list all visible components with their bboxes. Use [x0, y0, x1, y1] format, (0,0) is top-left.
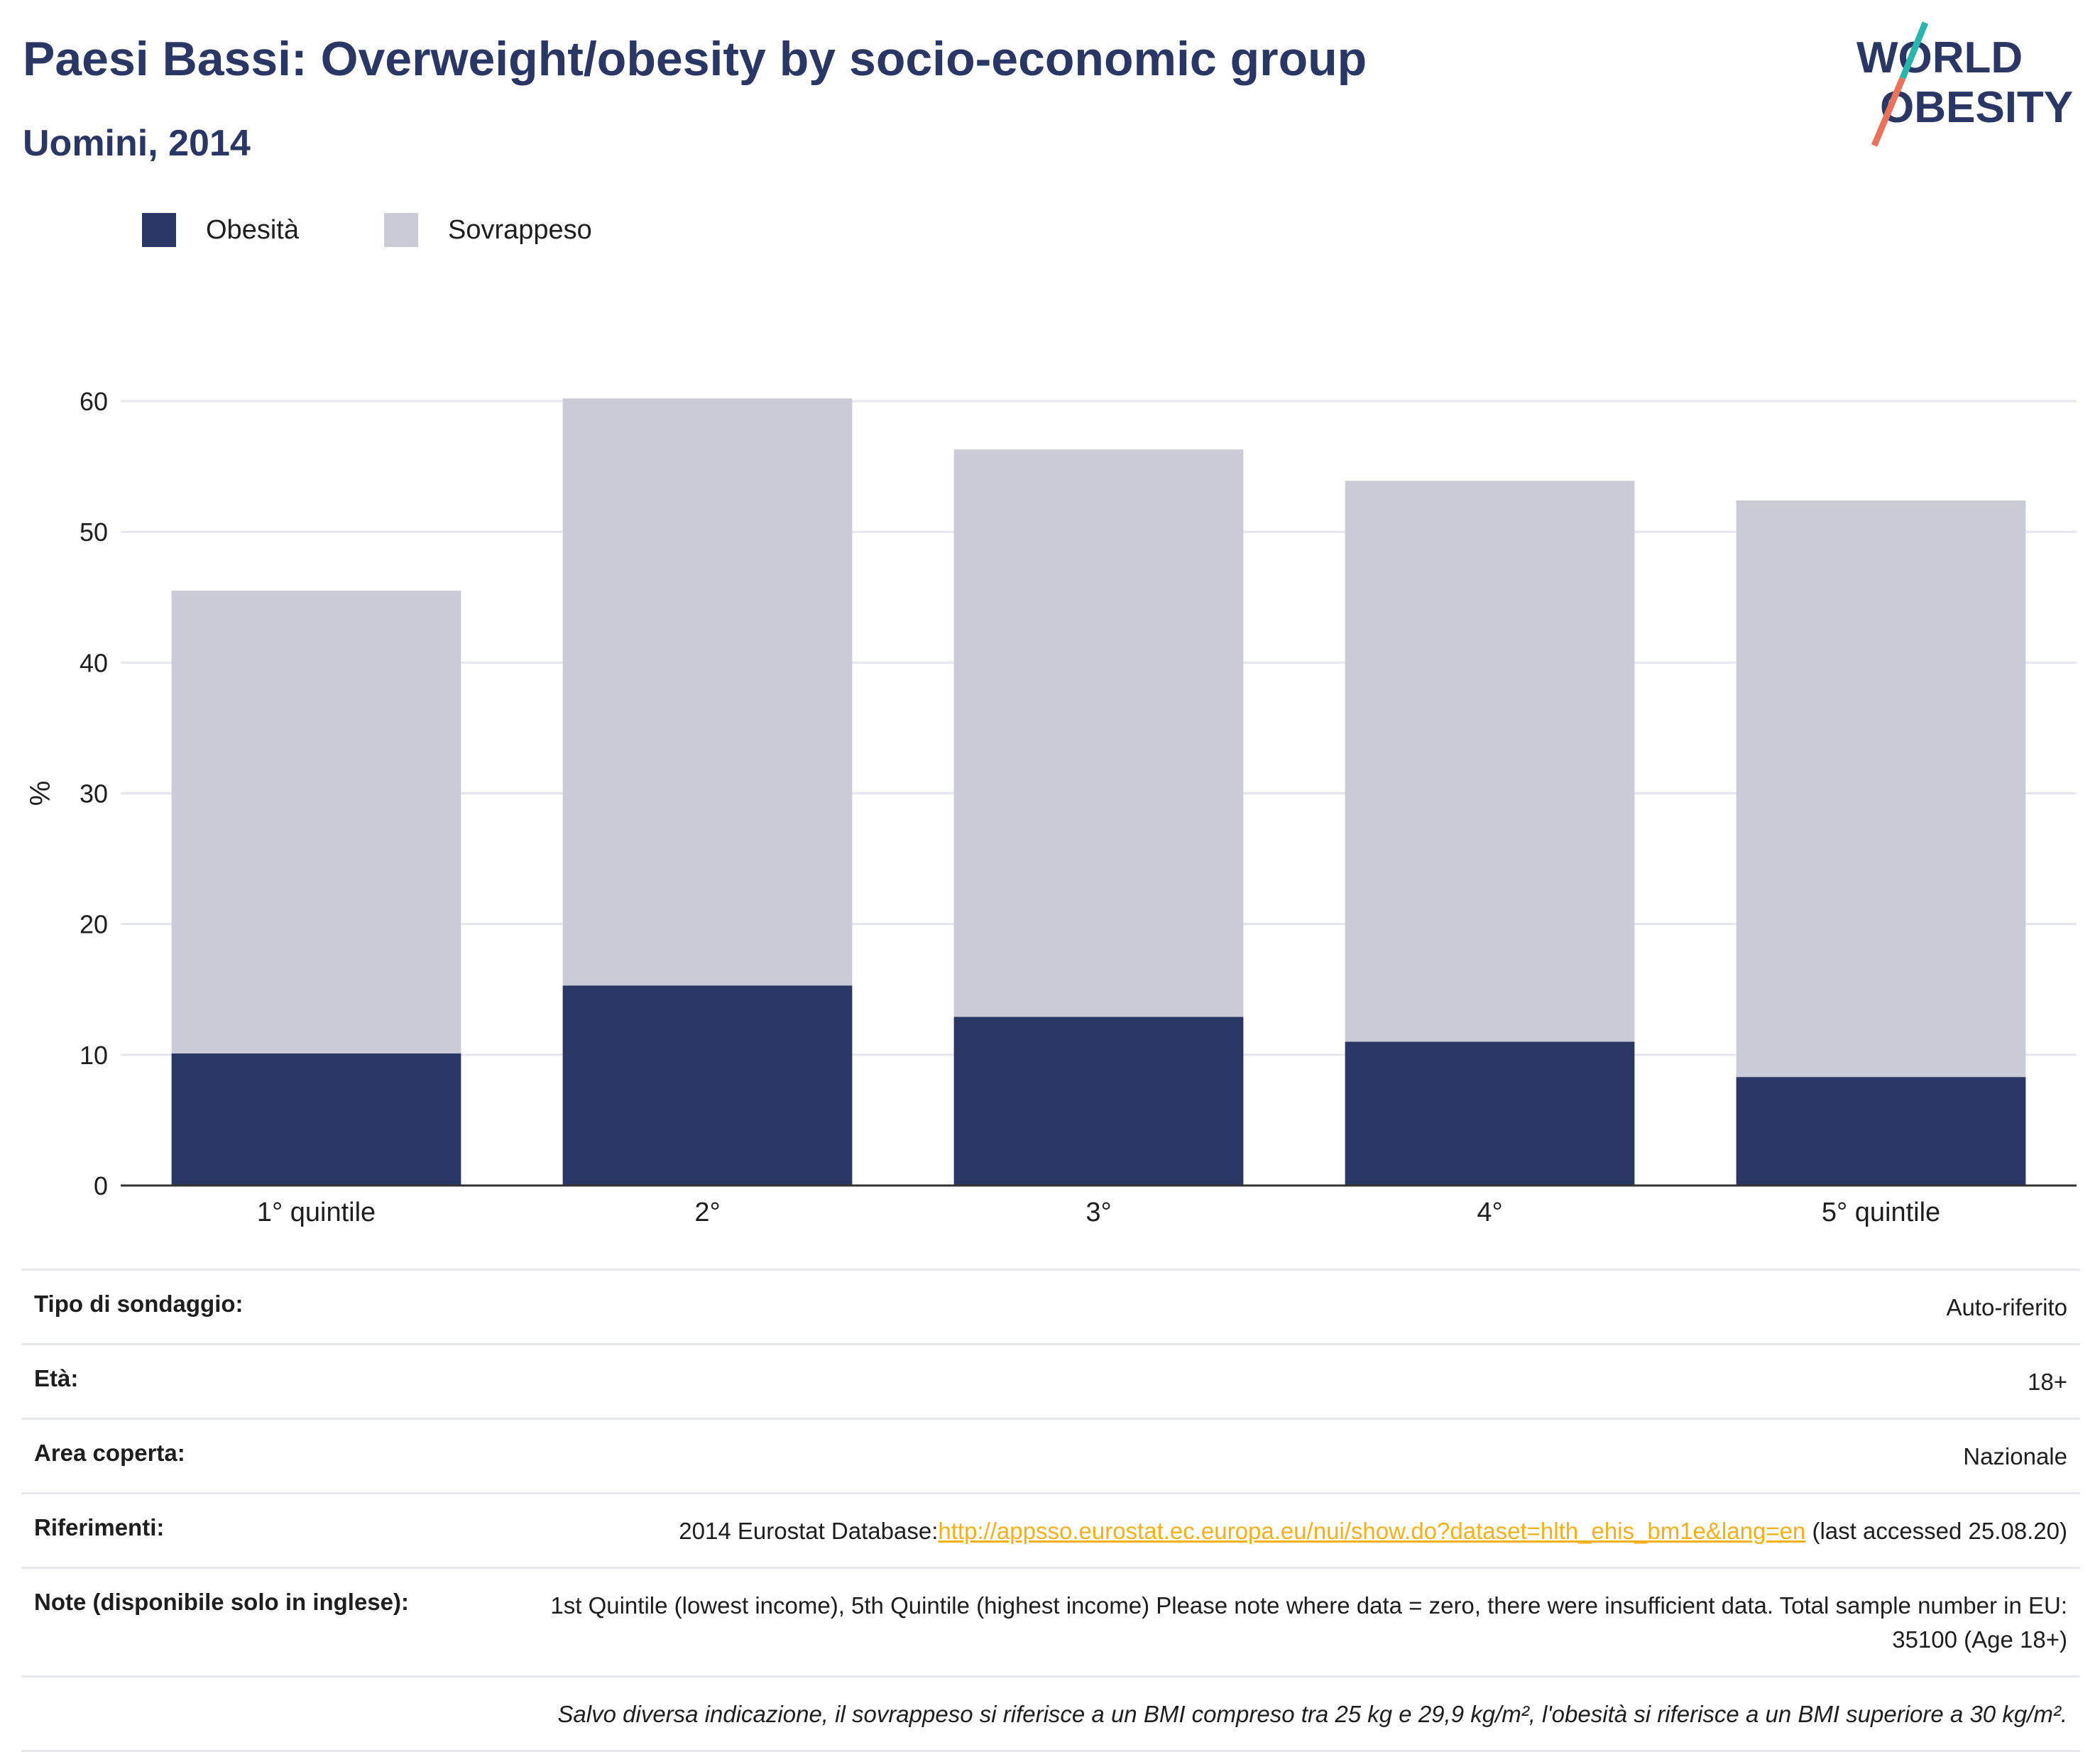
x-tick-label: 3°: [1085, 1198, 1111, 1227]
y-tick-label: 30: [80, 779, 108, 809]
logo-word-2: OBESITY: [1880, 83, 2073, 132]
info-val-age: 18+: [2028, 1369, 2067, 1395]
info-val-notes: 1st Quintile (lowest income), 5th Quinti…: [550, 1592, 2067, 1653]
legend-label-obesity: Obesità: [206, 214, 299, 245]
info-val-survey: Auto-riferito: [1946, 1294, 2067, 1320]
y-tick-label: 40: [80, 648, 108, 677]
logo-slash-coral: [1871, 77, 1906, 147]
info-key-references: Riferimenti:: [34, 1514, 165, 1540]
legend-item-overweight[interactable]: Sovrappeso: [383, 213, 592, 247]
info-row-survey: Tipo di sondaggio: Auto-riferito: [21, 1271, 2080, 1345]
logo-word-1: WORLD: [1856, 33, 2023, 82]
legend-item-obesity[interactable]: Obesità: [142, 213, 299, 247]
chart-title: Paesi Bassi: Overweight/obesity by socio…: [23, 32, 1367, 86]
bar-overweight: [171, 591, 461, 1053]
stacked-bar-chart: 0 10 20 30 40 50 60% 1° quintile 2° 3° 4° 5° quinti…: [25, 387, 2077, 1227]
y-tick-label: 60: [80, 387, 108, 416]
info-key-area: Area coperta:: [34, 1440, 185, 1466]
bar-obesity: [953, 1017, 1244, 1186]
x-tick-label: 5° quintile: [1822, 1198, 1940, 1227]
chart-subtitle: Uomini, 2014: [23, 123, 251, 164]
info-key-notes: Note (disponibile solo in inglese):: [34, 1589, 410, 1615]
x-tick-label: 2°: [694, 1198, 720, 1227]
bar-obesity: [1345, 1041, 1635, 1186]
references-prefix: 2014 Eurostat Database:: [679, 1518, 939, 1544]
bar-obesity: [562, 985, 853, 1186]
logo-slash-teal: [1899, 21, 1929, 80]
bar-overweight: [1345, 481, 1635, 1042]
footnote-text: Salvo diversa indicazione, il sovrappeso…: [557, 1701, 2067, 1727]
references-link[interactable]: http://appsso.eurostat.ec.europa.eu/nui/…: [938, 1518, 1806, 1544]
info-key-survey: Tipo di sondaggio:: [34, 1291, 244, 1317]
legend-swatch-overweight: [383, 213, 418, 247]
y-tick-label: 0: [94, 1171, 108, 1200]
legend-swatch-obesity: [142, 213, 176, 247]
world-obesity-logo: WORLD OBESITY: [1856, 21, 2073, 147]
info-row-references: Riferimenti: 2014 Eurostat Database:http…: [21, 1494, 2080, 1569]
bar-overweight: [562, 398, 853, 986]
y-tick-label: 10: [80, 1041, 108, 1070]
info-key-age: Età:: [34, 1365, 79, 1391]
chart-legend: Obesità Sovrappeso: [142, 213, 677, 247]
info-row-area: Area coperta: Nazionale: [21, 1420, 2080, 1494]
info-val-references: 2014 Eurostat Database:http://appsso.eur…: [679, 1514, 2067, 1548]
info-row-notes: Note (disponibile solo in inglese): 1st …: [21, 1569, 2080, 1677]
bar-obesity: [171, 1053, 461, 1186]
x-tick-label: 4°: [1477, 1198, 1502, 1227]
bar-overweight: [1736, 500, 2026, 1078]
bar-overweight: [953, 449, 1244, 1017]
y-tick-label: 50: [80, 518, 108, 547]
y-axis-label: %: [25, 781, 56, 806]
bar-obesity: [1736, 1077, 2026, 1186]
info-val-area: Nazionale: [1963, 1443, 2067, 1469]
y-tick-label: 20: [80, 910, 108, 939]
legend-label-overweight: Sovrappeso: [447, 214, 592, 245]
info-row-age: Età: 18+: [21, 1345, 2080, 1420]
x-tick-label: 1° quintile: [257, 1198, 376, 1227]
info-table: Tipo di sondaggio: Auto-riferito Età: 18…: [21, 1269, 2080, 1752]
references-suffix: (last accessed 25.08.20): [1805, 1518, 2067, 1544]
